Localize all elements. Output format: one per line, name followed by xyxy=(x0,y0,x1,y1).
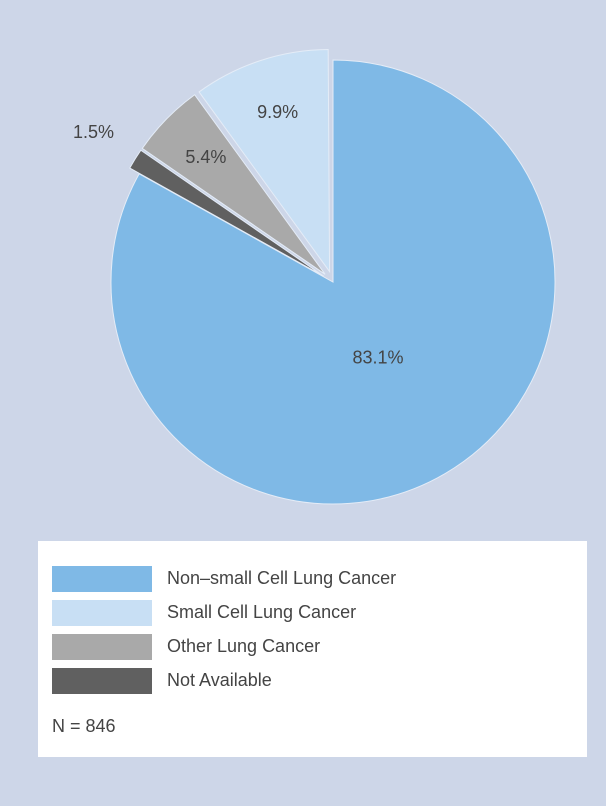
legend-swatch xyxy=(52,566,152,592)
legend-label: Small Cell Lung Cancer xyxy=(167,602,356,622)
legend-label: Not Available xyxy=(167,670,272,690)
slice-label: 9.9% xyxy=(257,102,298,122)
legend-swatch xyxy=(52,634,152,660)
pie-slice xyxy=(141,94,326,275)
slice-label: 5.4% xyxy=(185,147,226,167)
legend-label: Other Lung Cancer xyxy=(167,636,320,656)
legend-swatch xyxy=(52,600,152,626)
legend-label: Non–small Cell Lung Cancer xyxy=(167,568,396,588)
slice-label: 1.5% xyxy=(73,122,114,142)
pie-slice xyxy=(110,59,556,505)
note: N = 846 xyxy=(52,716,116,736)
slice-label: 83.1% xyxy=(352,347,403,367)
legend-swatch xyxy=(52,668,152,694)
pie-slice xyxy=(129,149,324,277)
pie-slice xyxy=(198,49,331,274)
